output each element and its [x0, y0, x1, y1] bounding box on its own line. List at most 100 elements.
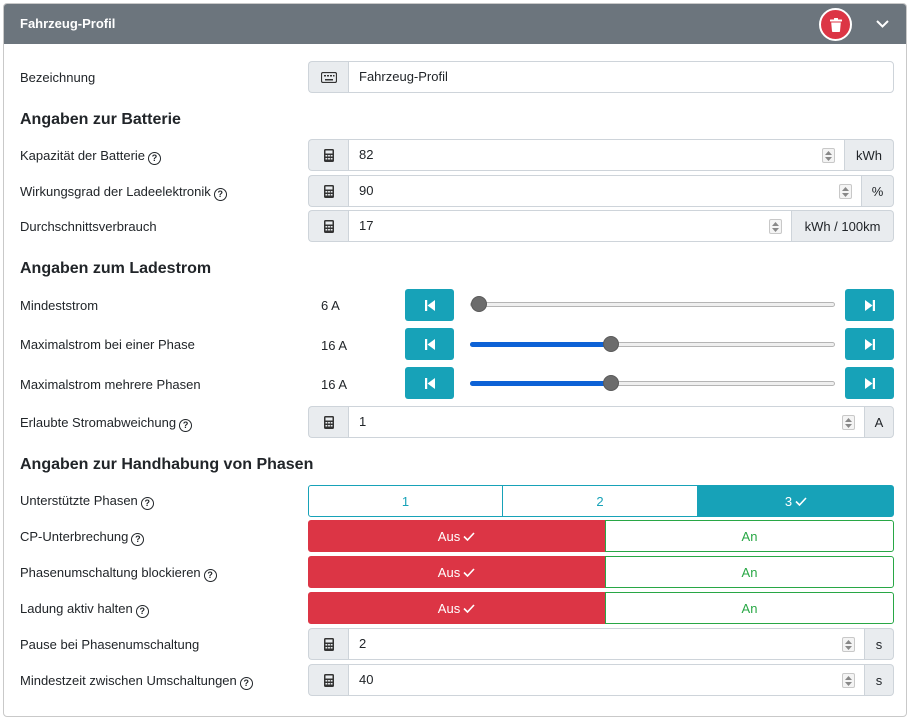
help-icon[interactable]: ? — [131, 533, 145, 546]
step-backward-icon — [424, 299, 435, 311]
card-title: Fahrzeug-Profil — [20, 16, 116, 31]
min-current-increase-button[interactable] — [845, 289, 894, 321]
slider-thumb[interactable] — [603, 336, 619, 352]
keyboard-icon — [320, 71, 337, 83]
keyboard-icon-box — [308, 61, 348, 93]
check-icon — [463, 531, 475, 541]
max-multi-increase-button[interactable] — [845, 367, 894, 399]
cp-interrupt-on-button[interactable]: An — [605, 520, 894, 552]
calculator-icon-box — [308, 664, 348, 696]
pause-label: Pause bei Phasenumschaltung — [20, 637, 200, 652]
chevron-down-icon — [875, 20, 889, 28]
name-label: Bezeichnung — [20, 70, 96, 85]
trash-icon — [829, 17, 842, 32]
spinner[interactable] — [842, 637, 855, 652]
calculator-icon — [323, 637, 334, 651]
cp-interrupt-off-button[interactable]: Aus — [308, 520, 605, 552]
capacity-label: Kapazität der Batterie? — [20, 148, 162, 165]
calculator-icon — [323, 415, 334, 429]
check-icon — [463, 567, 475, 577]
step-forward-icon — [864, 338, 875, 350]
consumption-unit: kWh / 100km — [792, 210, 894, 242]
calculator-icon-box — [308, 628, 348, 660]
slider-thumb[interactable] — [603, 375, 619, 391]
deviation-label: Erlaubte Stromabweichung? — [20, 415, 193, 432]
max-single-decrease-button[interactable] — [405, 328, 454, 360]
calculator-icon — [323, 673, 334, 687]
check-icon — [795, 496, 807, 506]
capacity-unit: kWh — [845, 139, 894, 171]
phase-option-2[interactable]: 2 — [503, 485, 698, 517]
min-time-input-group: 40 s — [308, 664, 894, 696]
help-icon[interactable]: ? — [148, 152, 162, 165]
min-current-decrease-button[interactable] — [405, 289, 454, 321]
max-multi-decrease-button[interactable] — [405, 367, 454, 399]
efficiency-field[interactable]: 90 — [348, 175, 862, 207]
phase-option-3[interactable]: 3 — [698, 485, 894, 517]
spinner[interactable] — [842, 415, 855, 430]
battery-heading: Angaben zur Batterie — [20, 111, 181, 128]
vehicle-profile-card: Fahrzeug-Profil Bezeichnung Fahrzeug-Pro — [3, 3, 907, 717]
pause-unit: s — [865, 628, 894, 660]
efficiency-label: Wirkungsgrad der Ladeelektronik? — [20, 184, 227, 201]
efficiency-input-group: 90 % — [308, 175, 894, 207]
min-current-value: 6 A — [321, 298, 340, 313]
calculator-icon-box — [308, 406, 348, 438]
max-multi-value: 16 A — [321, 377, 348, 392]
pause-field[interactable]: 2 — [348, 628, 865, 660]
spinner[interactable] — [769, 219, 782, 234]
block-switch-label: Phasenumschaltung blockieren? — [20, 565, 217, 582]
keep-active-off-button[interactable]: Aus — [308, 592, 605, 624]
phases-heading: Angaben zur Handhabung von Phasen — [20, 456, 314, 473]
cp-interrupt-group: Aus An — [308, 520, 894, 552]
help-icon[interactable]: ? — [203, 569, 217, 582]
slider-fill — [470, 381, 610, 386]
block-switch-on-button[interactable]: An — [605, 556, 894, 588]
step-forward-icon — [864, 377, 875, 389]
max-multi-slider[interactable] — [470, 375, 835, 391]
slider-fill — [470, 342, 610, 347]
calculator-icon — [323, 219, 334, 233]
phase-option-1[interactable]: 1 — [308, 485, 503, 517]
capacity-field[interactable]: 82 — [348, 139, 845, 171]
help-icon[interactable]: ? — [239, 677, 253, 690]
pause-input-group: 2 s — [308, 628, 894, 660]
keep-active-on-button[interactable]: An — [605, 592, 894, 624]
consumption-field[interactable]: 17 — [348, 210, 792, 242]
name-input-group: Fahrzeug-Profil — [308, 61, 894, 93]
max-single-label: Maximalstrom bei einer Phase — [20, 337, 195, 352]
help-icon[interactable]: ? — [179, 419, 193, 432]
min-time-unit: s — [865, 664, 894, 696]
name-field[interactable]: Fahrzeug-Profil — [348, 61, 894, 93]
check-icon — [463, 603, 475, 613]
max-single-slider[interactable] — [470, 336, 835, 352]
help-icon[interactable]: ? — [140, 497, 154, 510]
help-icon[interactable]: ? — [213, 188, 227, 201]
step-forward-icon — [864, 299, 875, 311]
deviation-unit: A — [865, 406, 894, 438]
deviation-field[interactable]: 1 — [348, 406, 865, 438]
spinner[interactable] — [842, 673, 855, 688]
step-backward-icon — [424, 338, 435, 350]
delete-button[interactable] — [819, 8, 852, 41]
collapse-button[interactable] — [872, 14, 892, 34]
help-icon[interactable]: ? — [135, 605, 149, 618]
consumption-label: Durchschnittsverbrauch — [20, 219, 157, 234]
spinner[interactable] — [822, 148, 835, 163]
block-switch-off-button[interactable]: Aus — [308, 556, 605, 588]
min-current-slider[interactable] — [470, 296, 835, 312]
calculator-icon — [323, 184, 334, 198]
deviation-input-group: 1 A — [308, 406, 894, 438]
calculator-icon-box — [308, 139, 348, 171]
keep-active-label: Ladung aktiv halten? — [20, 601, 149, 618]
max-single-increase-button[interactable] — [845, 328, 894, 360]
slider-thumb[interactable] — [471, 296, 487, 312]
min-time-field[interactable]: 40 — [348, 664, 865, 696]
calculator-icon-box — [308, 175, 348, 207]
efficiency-unit: % — [862, 175, 894, 207]
calculator-icon — [323, 148, 334, 162]
keep-active-group: Aus An — [308, 592, 894, 624]
card-header: Fahrzeug-Profil — [4, 4, 906, 44]
supported-phases-group: 1 2 3 — [308, 485, 894, 517]
spinner[interactable] — [839, 184, 852, 199]
